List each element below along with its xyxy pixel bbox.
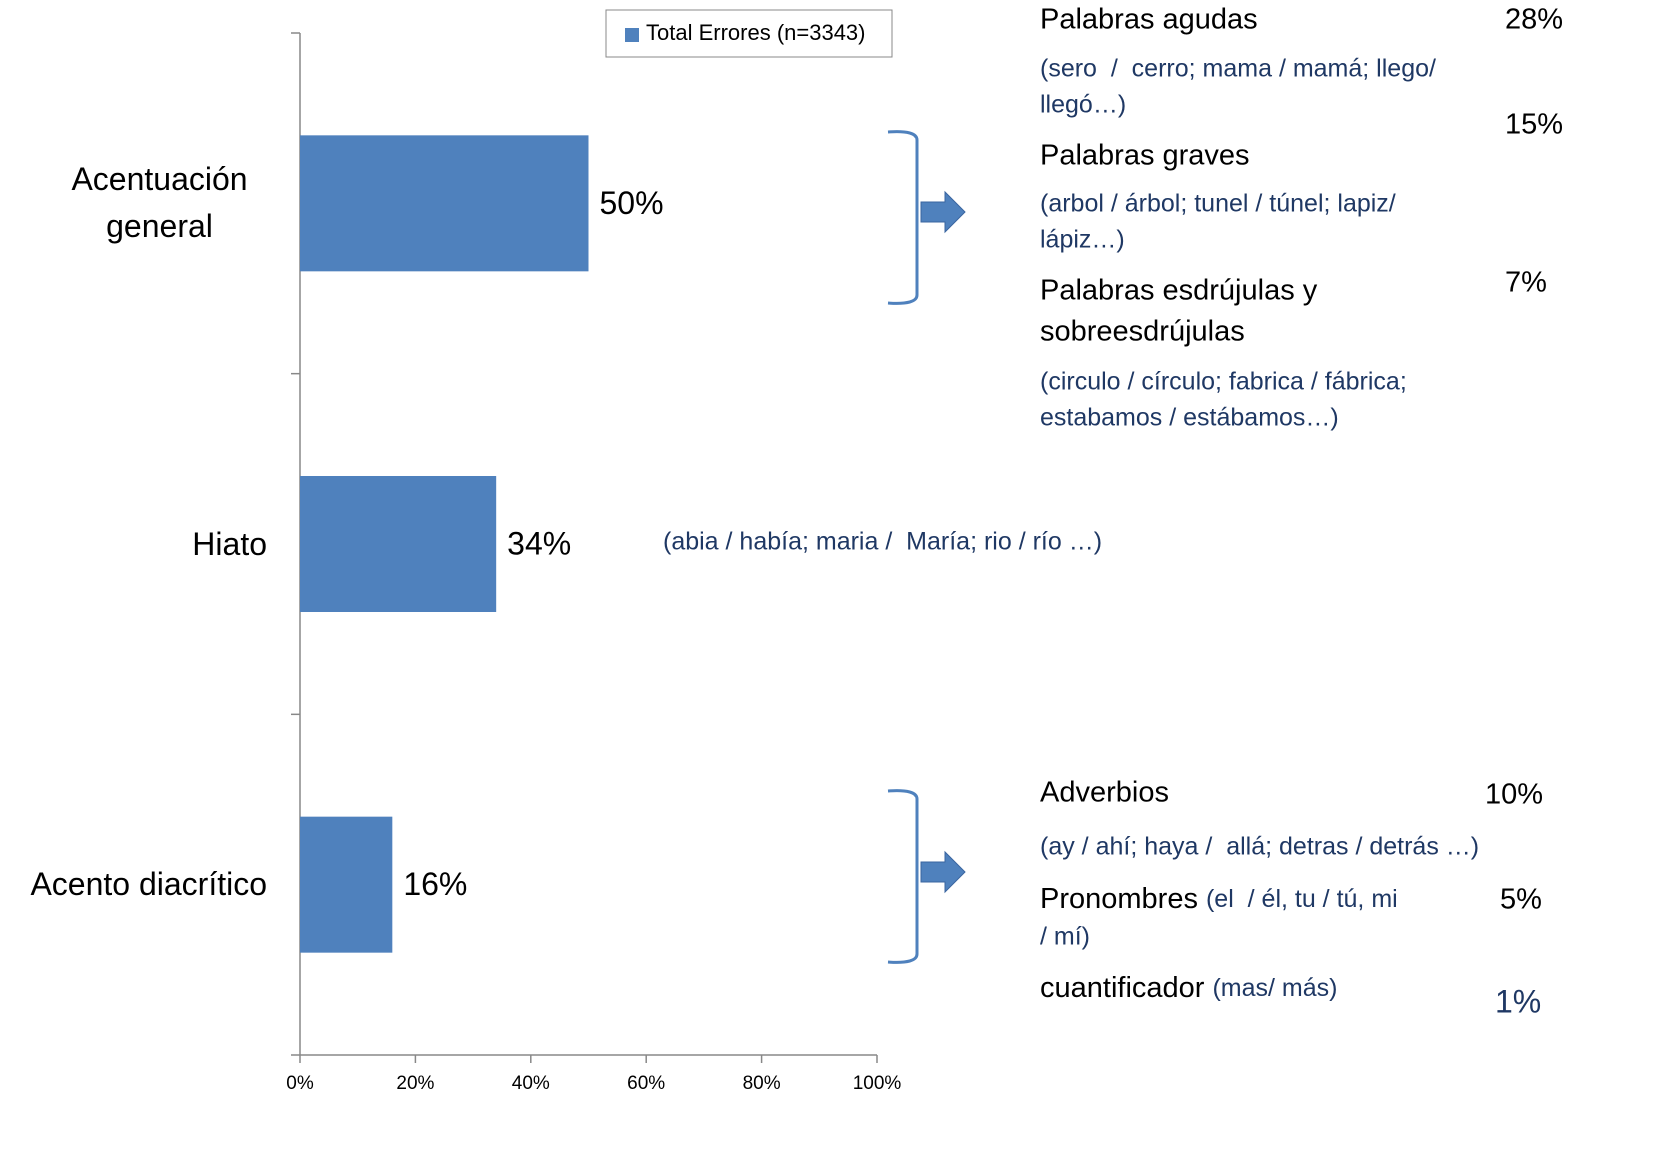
y-tick-label: Acento diacrítico — [30, 866, 267, 903]
legend-box — [605, 9, 893, 58]
category-label-box: Acentuación general — [52, 156, 267, 250]
y-tick-label: Hiato — [192, 525, 267, 562]
x-tick-label: 80% — [743, 1073, 781, 1094]
category-label-box: Acento diacrítico — [30, 861, 267, 908]
note-line: Pronombres (el / él, tu / tú, mi — [1040, 883, 1398, 915]
note-example: lápiz…) — [1040, 226, 1125, 254]
note-heading: Palabras graves — [1040, 140, 1250, 172]
note-heading: Palabras esdrújulas y — [1040, 275, 1318, 307]
bar — [300, 476, 497, 612]
note-heading: Pronombres — [1040, 883, 1198, 915]
x-tick-label: 100% — [853, 1073, 902, 1094]
note-heading: sobreesdrújulas — [1040, 316, 1245, 348]
note-example: (abia / había; maria / María; rio / río … — [663, 528, 1102, 556]
x-tick-label: 0% — [286, 1073, 314, 1094]
brackets — [887, 130, 919, 964]
note-heading: Adverbios — [1040, 777, 1169, 809]
note-example: (sero / cerro; mama / mamá; llego/ — [1040, 55, 1436, 83]
note-percent: 1% — [1495, 983, 1541, 1019]
y-tick-label: Acentuación general — [71, 161, 248, 245]
note-example: (el / él, tu / tú, mi — [1206, 885, 1398, 913]
data-label: 50% — [600, 185, 664, 221]
note-heading: Palabras agudas — [1040, 4, 1258, 36]
x-tick-label: 60% — [627, 1073, 665, 1094]
note-percent: 5% — [1500, 884, 1542, 916]
x-tick-label: 40% — [512, 1073, 550, 1094]
note-percent: 15% — [1505, 109, 1563, 141]
note-example: (mas/ más) — [1212, 974, 1337, 1002]
note-example: (ay / ahí; haya / allá; detras / detrás … — [1040, 833, 1479, 861]
bar — [300, 135, 589, 272]
legend: Total Errores (n=3343) — [605, 9, 893, 58]
bracket — [887, 789, 919, 964]
note-example: / mí) — [1040, 923, 1090, 951]
note-example: (circulo / círculo; fabrica / fábrica; — [1040, 368, 1407, 396]
legend-swatch — [625, 28, 639, 42]
note-example: estabamos / estábamos…) — [1040, 404, 1339, 432]
note-percent: 28% — [1505, 4, 1563, 36]
bracket — [887, 130, 919, 305]
legend-label: Total Errores (n=3343) — [646, 20, 866, 45]
note-line: cuantificador (mas/ más) — [1040, 972, 1337, 1004]
note-heading: cuantificador — [1040, 972, 1205, 1004]
note-percent: 10% — [1485, 779, 1543, 811]
note-percent: 7% — [1505, 267, 1547, 299]
data-label: 34% — [507, 525, 571, 561]
note-example: llegó…) — [1040, 91, 1126, 119]
arrow — [920, 190, 966, 234]
data-label: 16% — [403, 866, 467, 902]
arrow — [920, 850, 966, 894]
bar — [300, 816, 393, 953]
note-example: (arbol / árbol; tunel / túnel; lapiz/ — [1040, 190, 1396, 218]
category-label-box: Hiato — [192, 521, 267, 568]
x-tick-label: 20% — [396, 1073, 434, 1094]
